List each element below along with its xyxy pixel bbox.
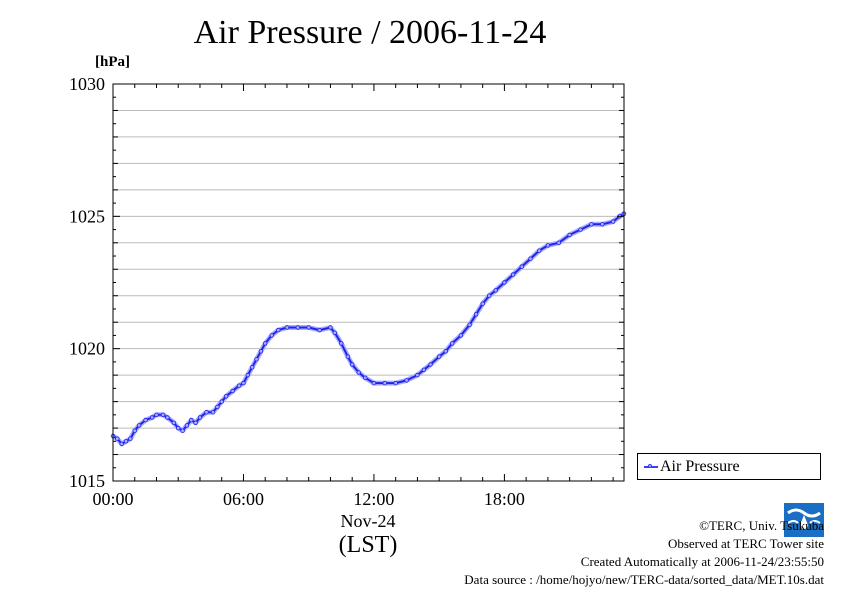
data-point — [567, 232, 572, 238]
credit-source: Data source : /home/hojyo/new/TERC-data/… — [464, 572, 824, 587]
data-point — [215, 404, 220, 410]
data-point — [128, 436, 133, 441]
data-point — [600, 222, 605, 227]
data-point — [371, 380, 377, 386]
series-layer — [110, 211, 627, 447]
x-tick-label: 18:00 — [484, 489, 525, 509]
data-point — [223, 394, 229, 399]
data-point — [393, 380, 398, 386]
data-point — [404, 378, 409, 383]
data-point — [175, 425, 181, 431]
data-point — [317, 327, 322, 333]
data-point — [160, 412, 166, 417]
data-point — [332, 330, 337, 335]
data-point — [306, 325, 311, 330]
legend: Air Pressure — [637, 453, 821, 480]
data-point — [249, 365, 255, 370]
data-point — [115, 436, 120, 441]
data-point — [132, 428, 137, 433]
date-label: Nov-24 — [340, 511, 396, 531]
data-point — [467, 322, 472, 327]
data-point — [510, 272, 516, 277]
data-point — [136, 423, 142, 428]
data-point — [154, 412, 159, 417]
data-point — [328, 325, 333, 330]
data-point — [545, 243, 551, 248]
x-tick-label: 06:00 — [223, 489, 264, 509]
data-point — [119, 441, 124, 447]
data-point — [230, 388, 235, 394]
data-point — [219, 399, 224, 404]
terc-logo-icon — [784, 503, 824, 537]
data-point — [458, 333, 464, 338]
data-point — [171, 420, 177, 425]
data-point — [519, 264, 524, 269]
data-point — [189, 417, 194, 423]
y-tick-label: 1025 — [69, 206, 105, 226]
data-point — [165, 415, 170, 420]
data-point — [473, 312, 479, 317]
data-point — [241, 380, 246, 386]
data-point — [437, 354, 442, 359]
x-tick-label: 12:00 — [353, 489, 394, 509]
data-point — [487, 293, 492, 298]
data-point — [502, 280, 507, 285]
data-point — [556, 240, 561, 245]
data-point — [528, 256, 533, 261]
axis-ticks — [112, 83, 624, 482]
data-point — [236, 383, 242, 388]
credit-copyright: ©TERC, Univ. Tsukuba — [699, 518, 824, 533]
data-point — [450, 341, 455, 346]
data-point — [269, 333, 274, 338]
tick-labels: 1015 1020 1025 1030 00:00 06:00 12:00 18:00 — [69, 74, 525, 509]
data-point — [356, 370, 361, 375]
data-point — [245, 372, 250, 378]
data-point — [295, 325, 300, 330]
data-point — [480, 301, 485, 306]
data-point — [589, 222, 594, 227]
credit-created: Created Automatically at 2006-11-24/23:5… — [580, 554, 824, 569]
data-point — [123, 439, 129, 444]
data-point — [382, 380, 387, 386]
data-point — [493, 288, 498, 293]
data-point — [537, 248, 542, 253]
data-point — [263, 341, 268, 346]
data-point — [180, 428, 185, 433]
data-point — [363, 375, 368, 380]
credits: ©TERC, Univ. Tsukuba Observed at TERC To… — [464, 517, 824, 589]
data-point — [428, 362, 433, 367]
chart-title: Air Pressure / 2006-11-24 — [193, 14, 547, 51]
y-tick-label: 1030 — [69, 74, 105, 94]
legend-label: Air Pressure — [660, 458, 740, 475]
data-point — [276, 327, 281, 333]
data-point — [421, 367, 427, 372]
grid-lines — [113, 109, 624, 456]
data-point — [345, 354, 350, 359]
y-tick-label: 1015 — [69, 471, 105, 491]
data-point — [143, 417, 148, 423]
data-point — [204, 410, 209, 415]
data-point — [578, 227, 583, 232]
data-point — [350, 362, 355, 367]
data-point — [415, 372, 420, 378]
data-point — [443, 349, 448, 354]
data-point — [254, 357, 259, 362]
data-point — [284, 325, 290, 330]
data-point — [210, 410, 216, 415]
y-tick-label: 1020 — [69, 339, 105, 359]
x-tick-label: 00:00 — [92, 489, 133, 509]
x-axis-label: (LST) — [338, 532, 398, 558]
data-point — [339, 341, 344, 346]
data-point — [197, 415, 203, 420]
data-point — [610, 219, 616, 224]
data-point — [149, 415, 155, 420]
data-point — [258, 349, 264, 354]
credit-site: Observed at TERC Tower site — [667, 536, 824, 551]
data-point — [193, 420, 198, 425]
data-point — [184, 423, 190, 428]
series-halo — [111, 211, 626, 447]
legend-swatch-icon — [644, 464, 658, 468]
y-axis-unit: [hPa] — [95, 54, 130, 70]
